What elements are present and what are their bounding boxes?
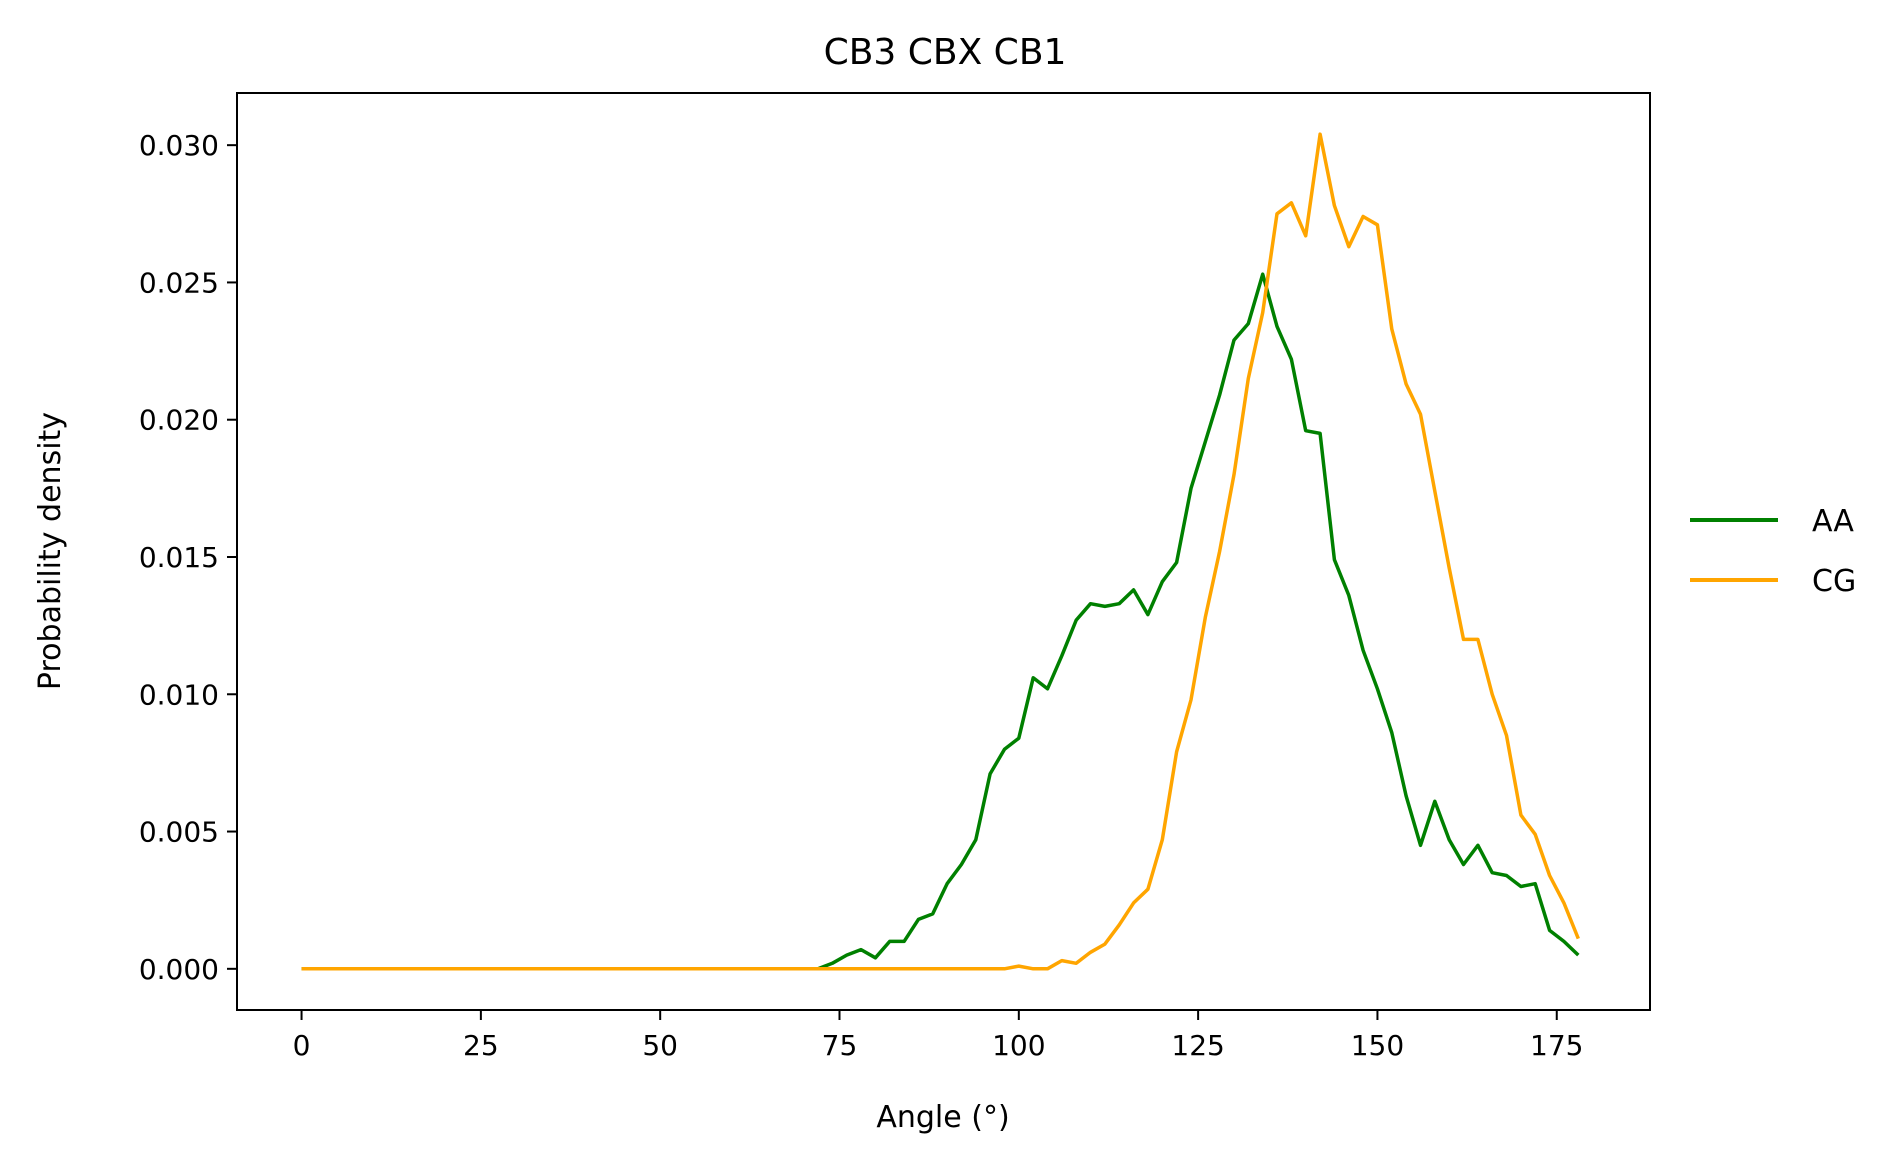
y-axis: 0.000 0.005 0.010 0.015 0.020 0.025 0.030 [139, 129, 237, 986]
x-tick-label: 50 [642, 1029, 678, 1062]
y-tick-label: 0.000 [139, 953, 219, 986]
plot-area [236, 92, 1651, 1011]
y-axis-label: Probability density [33, 412, 68, 690]
x-tick-label: 25 [463, 1029, 499, 1062]
x-tick-label: 0 [293, 1029, 311, 1062]
y-tick-label: 0.020 [139, 404, 219, 437]
y-tick-label: 0.005 [139, 816, 219, 849]
y-tick-label: 0.015 [139, 541, 219, 574]
x-tick-label: 150 [1351, 1029, 1404, 1062]
x-tick-label: 125 [1171, 1029, 1224, 1062]
x-axis-label: Angle (°) [876, 1100, 1009, 1135]
plot-frame [236, 92, 1651, 1011]
legend-label-cg: CG [1812, 564, 1856, 599]
legend: AA CG [1690, 504, 1856, 599]
series-line-aa [301, 272, 1580, 971]
y-tick-label: 0.025 [139, 266, 219, 299]
series-layer [301, 132, 1580, 971]
series-line-cg [301, 132, 1580, 971]
x-tick-label: 175 [1530, 1029, 1583, 1062]
y-tick-label: 0.010 [139, 678, 219, 711]
legend-label-aa: AA [1812, 504, 1854, 539]
chart-title: CB3 CBX CB1 [824, 32, 1067, 73]
x-tick-label: 100 [992, 1029, 1045, 1062]
x-tick-label: 75 [822, 1029, 858, 1062]
y-tick-label: 0.030 [139, 129, 219, 162]
x-axis: 0 25 50 75 100 125 150 175 [293, 1010, 1583, 1062]
